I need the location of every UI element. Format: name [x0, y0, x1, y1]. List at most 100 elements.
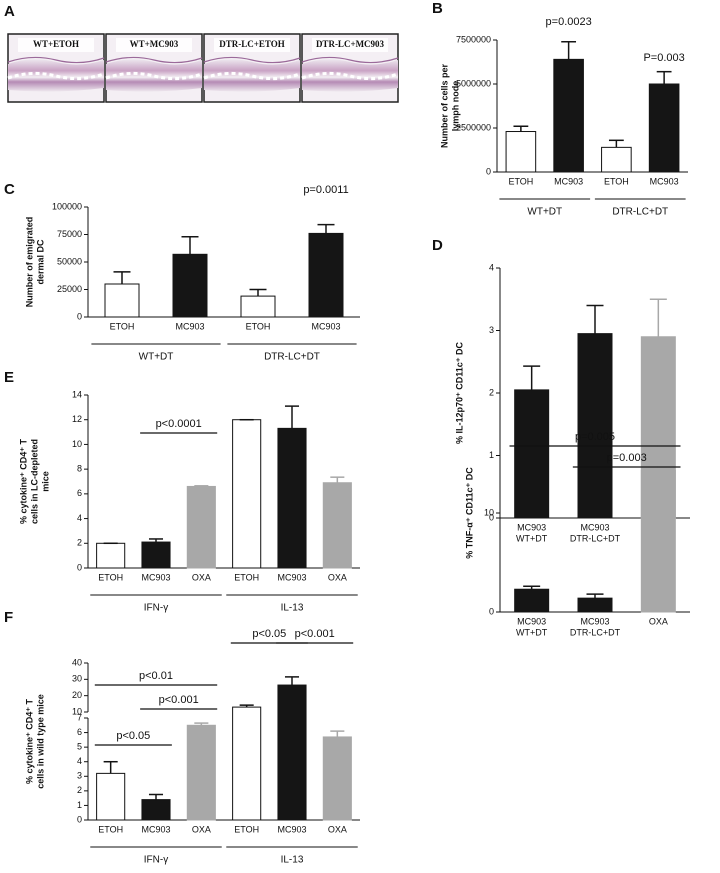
panel-letter: E: [4, 369, 14, 386]
x-tick-label: MC903: [580, 616, 609, 626]
y-tick-label: 10: [72, 706, 82, 716]
panel-letter: D: [432, 237, 443, 254]
y-axis-label: % IL-12p70⁺ CD11c⁺ DC: [454, 341, 464, 444]
y-tick-label: 2500000: [456, 122, 491, 132]
group-label: WT+DT: [139, 352, 174, 363]
x-tick-label: ETOH: [98, 572, 123, 582]
image-label-box: [312, 38, 388, 52]
bar: [186, 724, 216, 821]
p-value: p<0.01: [139, 670, 173, 682]
cartilage: [301, 71, 399, 81]
y-axis-label: cells in wild type mice: [35, 694, 45, 789]
tissue-layer: [8, 59, 104, 92]
p-value: p=0.005: [575, 431, 615, 443]
x-sublabel: WT+DT: [516, 533, 548, 543]
x-tick-label: MC903: [141, 572, 170, 582]
y-tick-label: 7: [77, 712, 82, 722]
x-tick-label: MC903: [277, 572, 306, 582]
tissue-edge: [301, 56, 399, 64]
bar: [141, 541, 171, 569]
p-value: p=0.0011: [303, 184, 348, 196]
y-tick-label: 4: [77, 756, 82, 766]
y-tick-label: 0: [489, 512, 494, 522]
y-tick-label: 75000: [57, 229, 82, 239]
y-tick-label: 30: [72, 674, 82, 684]
bar: [232, 706, 262, 821]
x-tick-label: ETOH: [234, 824, 259, 834]
x-tick-label: OXA: [192, 572, 211, 582]
y-tick-label: 8: [77, 464, 82, 474]
x-tick-label: MC903: [517, 616, 546, 626]
cartilage: [105, 71, 203, 81]
p-value: p<0.0001: [156, 418, 202, 430]
y-axis-label: dermal DC: [35, 239, 45, 285]
tissue-layer: [302, 59, 398, 92]
y-tick-label: 0: [486, 166, 491, 176]
y-tick-label: 5: [77, 742, 82, 752]
panel-letter: F: [4, 609, 13, 626]
y-tick-label: 0: [77, 562, 82, 572]
y-tick-label: 3: [77, 771, 82, 781]
y-tick-label: 2: [77, 538, 82, 548]
bar: [514, 588, 550, 613]
bar: [601, 146, 632, 173]
p-value: p<0.05: [252, 628, 286, 640]
x-tick-label: MC903: [554, 176, 583, 186]
p-value: P=0.003: [643, 52, 684, 64]
bar: [104, 283, 140, 318]
x-tick-label: MC903: [650, 176, 679, 186]
bar: [577, 333, 613, 519]
group-label: IL-13: [281, 603, 304, 614]
y-tick-label: 2: [77, 785, 82, 795]
group-label: IL-13: [281, 855, 304, 866]
x-tick-label: ETOH: [110, 321, 135, 331]
y-axis-label: cells in LC-depleted: [29, 439, 39, 524]
panel-letter: B: [432, 0, 443, 17]
bar: [514, 389, 550, 519]
y-axis-label: Number of emigrated: [24, 217, 34, 308]
p-value: p<0.05: [116, 730, 150, 742]
p-value: p=0.0023: [546, 16, 592, 28]
y-tick-label: 0: [77, 814, 82, 824]
x-tick-label: MC903: [311, 321, 340, 331]
tissue-edge: [105, 56, 203, 64]
y-tick-label: 3: [489, 325, 494, 335]
p-value: p<0.001: [159, 694, 199, 706]
bar: [322, 736, 352, 821]
y-axis-label: Number of cells per: [439, 63, 449, 148]
x-sublabel: DTR-LC+DT: [570, 533, 621, 543]
y-tick-label: 4: [489, 262, 494, 272]
bar: [277, 427, 307, 569]
image-label: WT+ETOH: [33, 39, 79, 49]
y-tick-label: 7500000: [456, 34, 491, 44]
group-label: DTR-LC+DT: [612, 207, 668, 218]
y-tick-label: 0: [77, 311, 82, 321]
x-sublabel: WT+DT: [516, 627, 548, 637]
x-tick-label: MC903: [517, 522, 546, 532]
x-tick-label: ETOH: [604, 176, 629, 186]
y-tick-label: 2: [489, 387, 494, 397]
y-tick-label: 40: [72, 657, 82, 667]
y-tick-label: 1: [77, 800, 82, 810]
y-axis-label: % TNF-α⁺ CD11c⁺ DC: [464, 467, 474, 559]
bar: [577, 597, 613, 613]
panel-letter: C: [4, 181, 15, 198]
y-tick-label: 50000: [57, 256, 82, 266]
x-tick-label: OXA: [328, 824, 347, 834]
x-tick-label: ETOH: [508, 176, 533, 186]
image-label: DTR-LC+ETOH: [219, 39, 284, 49]
group-label: IFN-γ: [144, 855, 168, 866]
x-tick-label: MC903: [141, 824, 170, 834]
bar: [322, 482, 352, 569]
tissue-edge: [7, 56, 105, 64]
x-tick-label: MC903: [175, 321, 204, 331]
y-tick-label: 4: [77, 513, 82, 523]
y-tick-label: 10: [484, 507, 494, 517]
group-label: DTR-LC+DT: [264, 352, 320, 363]
image-label-box: [116, 38, 192, 52]
y-tick-label: 20: [72, 690, 82, 700]
group-label: IFN-γ: [144, 603, 168, 614]
p-value: p<0.001: [295, 628, 335, 640]
bar: [141, 799, 171, 821]
